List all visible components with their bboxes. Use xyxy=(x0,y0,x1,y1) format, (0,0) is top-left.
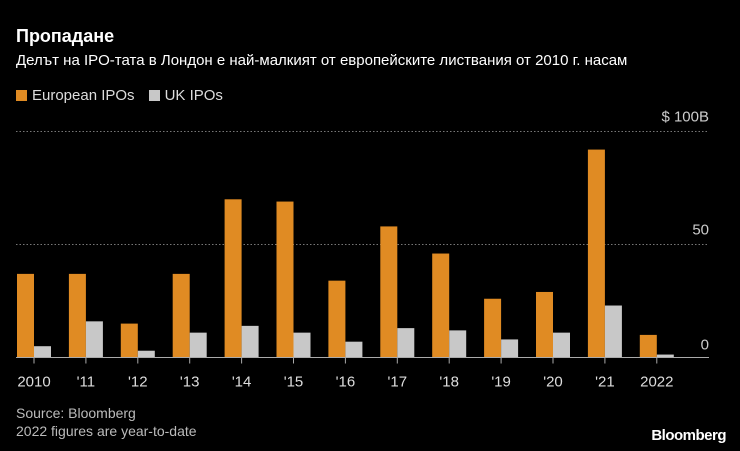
legend-swatch xyxy=(148,90,160,101)
chart-title: Пропадане xyxy=(16,26,115,46)
bar-uk xyxy=(34,346,51,358)
x-tick-label: 2022 xyxy=(640,374,673,391)
bar-uk xyxy=(501,339,519,358)
bar-european xyxy=(380,226,398,358)
bar-european xyxy=(587,149,605,358)
x-tick-label: '17 xyxy=(388,374,408,391)
bar-european xyxy=(120,323,138,358)
x-tick-label: '12 xyxy=(128,374,148,391)
bar-european xyxy=(172,273,190,358)
legend-item-european: European IPOs xyxy=(16,87,135,104)
legend: European IPOs UK IPOs xyxy=(16,87,223,104)
bar-uk xyxy=(449,330,467,358)
bar-uk xyxy=(241,325,259,358)
y-tick-label: $ 100B xyxy=(661,109,709,126)
bar-european xyxy=(224,199,242,358)
footnote: Source: Bloomberg 2022 figures are year-t… xyxy=(16,404,197,440)
x-tick-label: '18 xyxy=(439,374,459,391)
x-tick-label: '21 xyxy=(595,374,615,391)
y-tick-label: 0 xyxy=(701,337,709,354)
x-tick-label: '11 xyxy=(77,374,95,391)
bar-european xyxy=(432,253,450,358)
bar-uk xyxy=(553,332,570,358)
legend-label: UK IPOs xyxy=(164,87,223,104)
bar-european xyxy=(276,201,294,358)
bar-uk xyxy=(137,350,155,358)
x-tick-label: '19 xyxy=(491,374,511,391)
bar-european xyxy=(68,273,86,358)
x-tick-label: '20 xyxy=(543,374,563,391)
bar-uk xyxy=(397,328,415,358)
chart-subtitle: Делът на IPO-тата в Лондон е най-малкият… xyxy=(16,52,628,69)
x-tick-label: '16 xyxy=(336,374,356,391)
bar-uk xyxy=(656,354,674,358)
x-tick-label: '14 xyxy=(232,374,252,391)
x-tick-label: '13 xyxy=(180,374,200,391)
bar-european xyxy=(639,334,657,358)
y-tick-label: 50 xyxy=(692,222,709,239)
source-text: Source: Bloomberg xyxy=(16,405,136,421)
bar-european xyxy=(328,280,346,358)
bar-uk xyxy=(293,332,311,358)
bloomberg-logo: Bloomberg xyxy=(651,427,726,444)
bar-uk xyxy=(604,305,622,358)
bar-uk xyxy=(345,341,363,358)
legend-item-uk: UK IPOs xyxy=(148,87,223,104)
note-text: 2022 figures are year-to-date xyxy=(16,423,197,439)
bar-european xyxy=(484,298,502,358)
bar-uk xyxy=(189,332,207,358)
bar-european xyxy=(17,273,34,358)
legend-label: European IPOs xyxy=(32,87,135,104)
x-tick-label: '15 xyxy=(284,374,304,391)
legend-swatch xyxy=(16,90,27,101)
bar-uk xyxy=(85,321,103,358)
bar-european xyxy=(536,291,553,358)
x-tick-label: 2010 xyxy=(17,374,50,391)
